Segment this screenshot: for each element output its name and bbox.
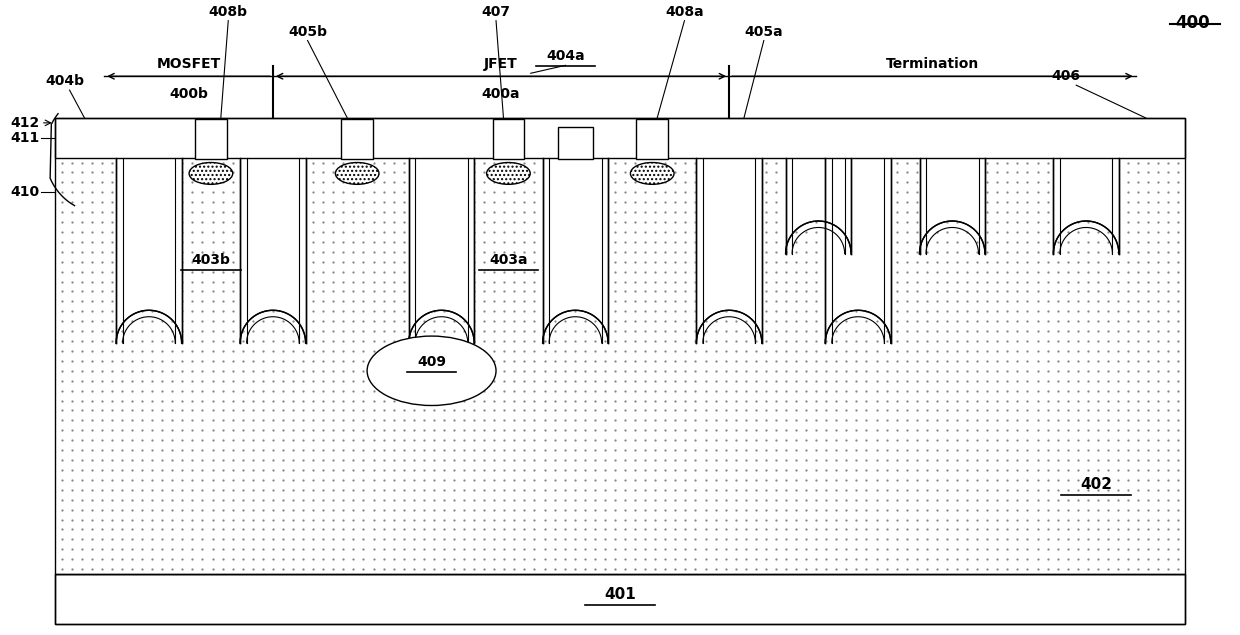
- Text: 411: 411: [11, 131, 40, 145]
- Text: 405a: 405a: [744, 25, 784, 39]
- Bar: [55, 118, 1185, 574]
- Bar: [608, 118, 697, 157]
- Bar: [55, 118, 117, 157]
- Bar: [636, 119, 668, 159]
- Text: 403b: 403b: [191, 253, 231, 267]
- Polygon shape: [241, 157, 305, 343]
- Ellipse shape: [335, 163, 379, 184]
- Polygon shape: [117, 157, 181, 343]
- Bar: [55, 118, 1185, 157]
- Bar: [558, 127, 593, 159]
- Text: MOSFET: MOSFET: [156, 57, 221, 71]
- Polygon shape: [543, 157, 608, 343]
- Bar: [474, 118, 543, 157]
- Polygon shape: [826, 157, 890, 343]
- Bar: [55, 118, 1185, 574]
- Bar: [761, 118, 826, 157]
- Polygon shape: [1054, 157, 1118, 254]
- Text: 400: 400: [1176, 14, 1210, 32]
- Text: JFET: JFET: [484, 57, 518, 71]
- Ellipse shape: [188, 163, 233, 184]
- Text: 412: 412: [11, 116, 40, 130]
- Ellipse shape: [630, 163, 675, 184]
- Text: 406: 406: [1052, 69, 1081, 83]
- Text: Termination: Termination: [885, 57, 980, 71]
- Bar: [55, 574, 1185, 624]
- Ellipse shape: [367, 336, 496, 406]
- Bar: [55, 118, 1185, 157]
- Text: 409: 409: [417, 355, 446, 369]
- Text: 408a: 408a: [665, 4, 704, 18]
- Text: 404a: 404a: [546, 50, 585, 64]
- Text: 402: 402: [1080, 477, 1112, 491]
- Text: 410: 410: [11, 185, 40, 199]
- Bar: [890, 118, 1185, 157]
- Text: 400b: 400b: [169, 87, 208, 101]
- Text: 407: 407: [481, 4, 511, 18]
- Text: 401: 401: [604, 587, 636, 602]
- Bar: [341, 119, 373, 159]
- Polygon shape: [786, 157, 851, 254]
- Text: 403a: 403a: [489, 253, 528, 267]
- Ellipse shape: [486, 163, 531, 184]
- Polygon shape: [697, 157, 761, 343]
- Text: 408b: 408b: [208, 4, 248, 18]
- Bar: [492, 119, 525, 159]
- Bar: [55, 574, 1185, 624]
- Polygon shape: [920, 157, 985, 254]
- Bar: [305, 118, 409, 157]
- Bar: [181, 118, 241, 157]
- Bar: [195, 119, 227, 159]
- Text: 400a: 400a: [481, 87, 521, 101]
- Text: 405b: 405b: [288, 25, 327, 39]
- Polygon shape: [409, 157, 474, 343]
- Text: 404b: 404b: [45, 74, 84, 88]
